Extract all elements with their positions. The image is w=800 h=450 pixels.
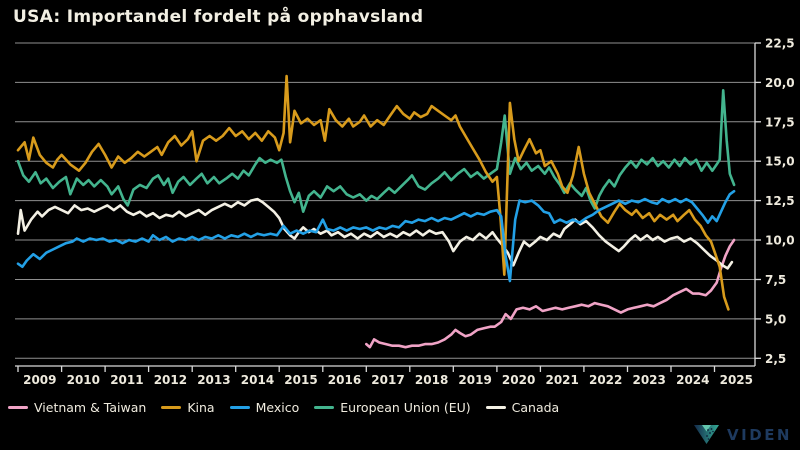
- legend-item: Kina: [161, 400, 215, 415]
- x-tick-label: 2020: [502, 373, 535, 387]
- x-tick-label: 2015: [284, 373, 317, 387]
- x-tick-label: 2010: [67, 373, 100, 387]
- x-tick-label: 2017: [371, 373, 404, 387]
- y-tick-label: 12,5: [765, 194, 795, 208]
- legend-item: Mexico: [229, 400, 300, 415]
- x-tick-label: 2013: [197, 373, 230, 387]
- legend-swatch: [485, 406, 506, 409]
- y-tick-label: 22,5: [765, 37, 795, 51]
- legend-label: European Union (EU): [340, 400, 471, 415]
- x-tick-label: 2014: [241, 373, 274, 387]
- legend-swatch: [229, 406, 250, 409]
- x-tick-label: 2025: [720, 373, 753, 387]
- viden-logo-text: VIDEN: [727, 425, 792, 444]
- legend-swatch: [314, 406, 335, 409]
- series-kina: [16, 74, 730, 311]
- series-vietnam-taiwan: [364, 238, 736, 349]
- legend-item: European Union (EU): [314, 400, 471, 415]
- series-canada: [16, 197, 734, 270]
- x-tick-label: 2009: [23, 373, 56, 387]
- series-european-union: [16, 89, 736, 213]
- y-tick-label: 2,5: [765, 352, 786, 366]
- x-tick-label: 2022: [589, 373, 622, 387]
- y-tick-label: 10,0: [765, 234, 795, 248]
- legend-swatch: [8, 406, 28, 409]
- y-tick-label: 15,0: [765, 155, 795, 169]
- legend-label: Vietnam & Taiwan: [34, 400, 147, 415]
- y-tick-label: 17,5: [765, 115, 795, 129]
- x-tick-label: 2012: [154, 373, 187, 387]
- legend: Vietnam & Taiwan Kina Mexico European Union…: [8, 400, 559, 415]
- x-tick-label: 2011: [110, 373, 143, 387]
- legend-swatch: [161, 406, 182, 409]
- x-tick-label: 2016: [328, 373, 361, 387]
- y-tick-label: 5,0: [765, 312, 786, 326]
- viden-logo-icon: [694, 425, 720, 444]
- legend-label: Canada: [511, 400, 560, 415]
- x-tick-label: 2024: [676, 373, 709, 387]
- legend-item: Canada: [485, 400, 560, 415]
- y-tick-label: 20,0: [765, 76, 795, 90]
- legend-label: Mexico: [255, 400, 300, 415]
- legend-item: Vietnam & Taiwan: [8, 400, 146, 415]
- y-tick-label: 7,5: [765, 273, 786, 287]
- chart-title: USA: Importandel fordelt på opphavsland: [13, 7, 424, 27]
- x-tick-label: 2018: [415, 373, 448, 387]
- x-tick-label: 2023: [632, 373, 665, 387]
- viden-logo: VIDEN: [693, 424, 792, 445]
- x-tick-label: 2019: [458, 373, 491, 387]
- x-tick-label: 2021: [545, 373, 578, 387]
- legend-label: Kina: [187, 400, 215, 415]
- series-mexico: [16, 189, 736, 283]
